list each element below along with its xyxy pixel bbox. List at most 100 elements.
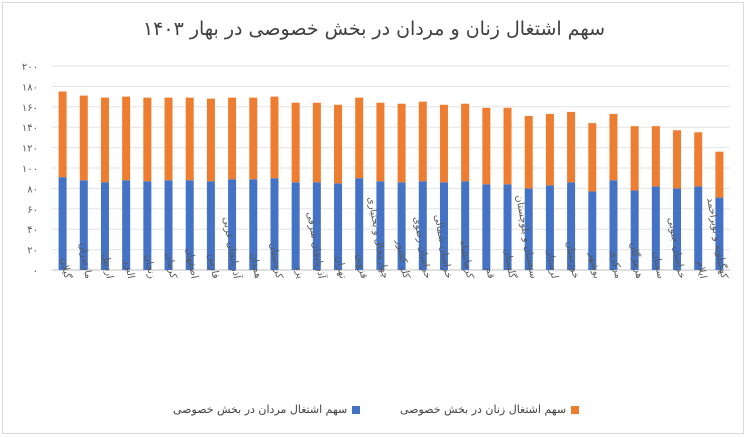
y-tick-label: ۶۰ (27, 205, 38, 216)
x-category-label: آذربایجان غربی (220, 216, 244, 281)
legend-item-women: سهم اشتغال زنان در بخش خصوصی (400, 403, 580, 416)
bar-men (439, 182, 448, 270)
bar-men (482, 184, 491, 270)
bar-women (206, 98, 215, 182)
x-category-label: مرکزی (607, 249, 623, 279)
legend-item-men: سهم اشتغال مردان در بخش خصوصی (173, 403, 361, 416)
bar-women (185, 97, 194, 181)
bar-women (58, 91, 67, 178)
x-category-label: اصفهان (183, 247, 199, 280)
x-category-label: سیستان و بلوچستان (513, 194, 539, 279)
bar-women (291, 102, 300, 183)
bar-women (418, 101, 427, 182)
bar-women (524, 115, 533, 189)
bar-men (58, 177, 67, 270)
bar-men (228, 179, 237, 270)
bar-women (609, 113, 618, 181)
bar-men (122, 180, 131, 270)
bar-women (630, 126, 639, 191)
bar-women (79, 95, 88, 181)
bar-women (715, 151, 724, 198)
y-tick-label: ۱۲۰ (22, 144, 38, 155)
bar-men (651, 186, 660, 270)
bar-women (122, 96, 131, 181)
x-category-label: یزد (292, 265, 305, 280)
y-tick-label: ۱۴۰ (22, 123, 38, 134)
x-category-label: گیلان (58, 257, 74, 280)
bar-women (545, 113, 554, 186)
bar-men (376, 181, 385, 270)
bar-women (503, 107, 512, 185)
x-category-label: زنجان (142, 254, 157, 280)
legend-label-women: سهم اشتغال زنان در بخش خصوصی (400, 403, 567, 416)
bar-men (694, 186, 703, 270)
bar-men (397, 182, 406, 270)
bar-women (694, 132, 703, 187)
bar-men (164, 180, 173, 270)
y-tick-label: ۲۰ (27, 246, 38, 257)
bar-women (334, 104, 343, 184)
bar-men (673, 188, 682, 270)
bar-women (461, 103, 470, 182)
y-tick-label: ۲۰۰ (22, 62, 38, 73)
bar-men (609, 180, 618, 270)
bar-men (461, 181, 470, 270)
bar-women (397, 103, 406, 183)
bar-men (334, 183, 343, 270)
bar-women (355, 97, 364, 179)
legend-swatch-men (352, 405, 361, 414)
x-category-label: تهران (333, 255, 348, 280)
x-category-label: البرز (122, 258, 136, 280)
x-category-label: قزوین (354, 252, 369, 279)
legend-swatch-women (571, 405, 580, 414)
bar-men (524, 188, 533, 270)
x-category-label: خوزستان (564, 240, 581, 279)
x-category-label: کرمانشاه (457, 240, 475, 280)
bar-men (588, 191, 597, 270)
bar-women (482, 107, 491, 185)
x-category-label: کردستان (267, 242, 284, 280)
bar-women (228, 97, 237, 180)
bar-women (376, 102, 385, 182)
bar-men (185, 180, 194, 270)
bar-men (79, 180, 88, 270)
x-category-label: کل کشور (394, 238, 412, 280)
bar-men (291, 182, 300, 270)
bar-men (503, 184, 512, 270)
x-category-label: مازندران (77, 242, 94, 280)
bar-women (164, 97, 173, 181)
x-category-label: سمنان (650, 250, 666, 279)
bar-men (545, 185, 554, 270)
y-tick-label: ۰ (33, 266, 38, 277)
y-tick-label: ۱۰۰ (22, 164, 38, 175)
legend-label-men: سهم اشتغال مردان در بخش خصوصی (173, 403, 348, 416)
bar-men (143, 181, 152, 270)
bar-men (355, 178, 364, 270)
x-category-label: قم (483, 266, 496, 279)
y-tick-label: ۱۸۰ (22, 82, 38, 93)
bar-women (651, 126, 660, 187)
bar-men (206, 181, 215, 270)
bar-men (630, 190, 639, 270)
x-category-label: بوشهر (587, 251, 603, 280)
bar-men (312, 182, 321, 270)
bar-women (673, 130, 682, 189)
bar-men (249, 179, 258, 270)
bar-women (588, 123, 597, 192)
bar-women (143, 97, 152, 182)
bar-men (715, 197, 724, 270)
x-category-label: لرستان (544, 248, 560, 280)
bar-men (418, 181, 427, 270)
x-category-label: گلستان (501, 247, 518, 279)
bar-women (249, 97, 258, 180)
bar-men (100, 182, 109, 270)
bar-men (567, 182, 576, 270)
x-category-label: هرمزگان (627, 241, 645, 279)
bar-women (312, 102, 321, 183)
bar-women (567, 111, 576, 183)
bar-women (439, 104, 448, 183)
x-category-label: اردبیل (100, 253, 115, 280)
x-category-label: همدان (248, 252, 263, 280)
y-tick-label: ۱۶۰ (22, 103, 38, 114)
